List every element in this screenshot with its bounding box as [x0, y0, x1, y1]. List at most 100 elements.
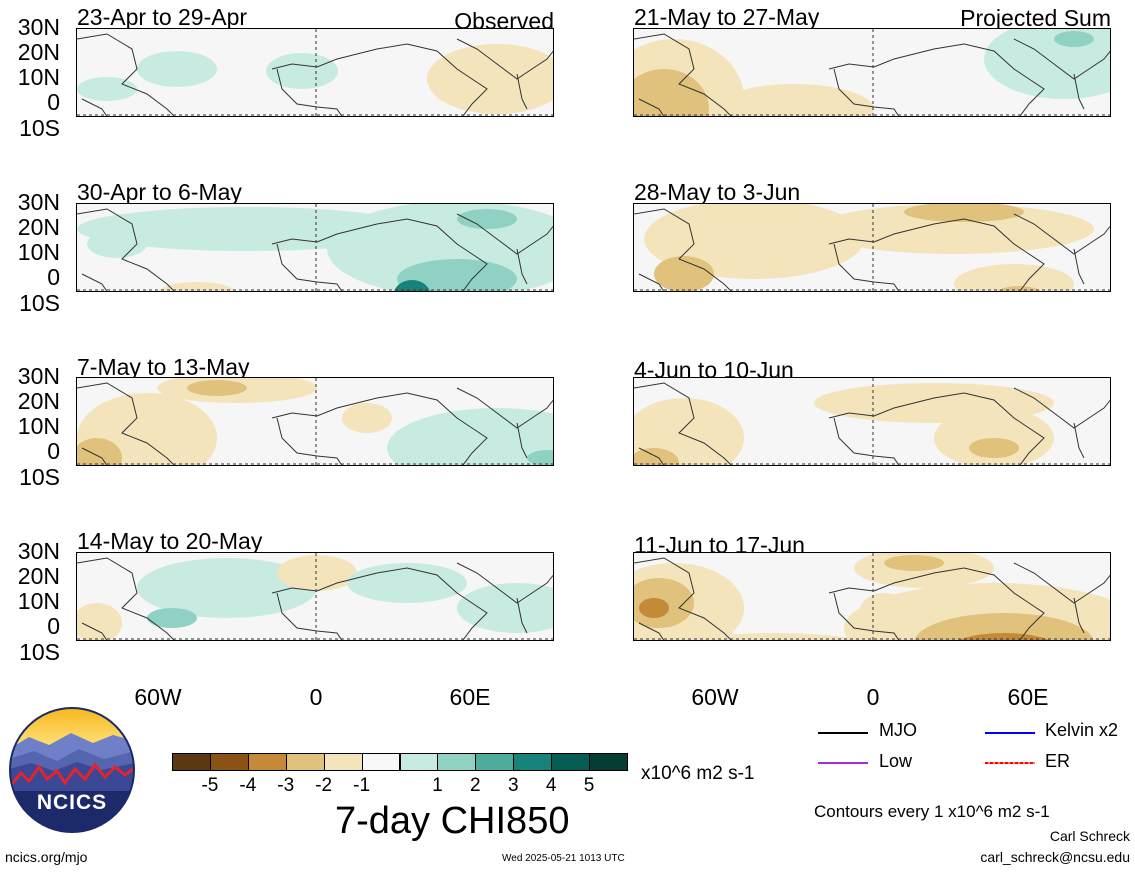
- coastline: [276, 592, 343, 640]
- lon-label-0-left: 0: [309, 684, 323, 710]
- field-shading: [158, 282, 236, 291]
- coastline: [516, 422, 528, 459]
- map-panel-proj-1: [633, 203, 1111, 292]
- field-shading: [654, 256, 714, 291]
- lat-label-row4-0: 30N: [17, 538, 60, 564]
- colorbar: [172, 753, 628, 771]
- lat-label-row2-1: 20N: [17, 214, 60, 240]
- coastline: [833, 243, 900, 291]
- coastline: [77, 33, 175, 116]
- panel-title-obs-1: 23-Apr to 29-Apr: [77, 4, 248, 30]
- lat-label-row2-0: 30N: [17, 189, 60, 215]
- map-panel-proj-2: [633, 377, 1111, 466]
- lat-label-row1-0: 30N: [17, 14, 60, 40]
- panel-title-obs-4: 14-May to 20-May: [77, 528, 263, 554]
- field-shading: [266, 53, 338, 89]
- coastline: [77, 208, 175, 291]
- panel-title-proj-1: 21-May to 27-May: [634, 4, 820, 30]
- author-name: Carl Schreck: [1049, 828, 1130, 844]
- field-shading: [394, 280, 430, 291]
- coastline: [638, 622, 665, 640]
- colorbar-swatch: [209, 753, 249, 771]
- field-shading: [77, 77, 137, 101]
- lat-label-row3-1: 20N: [17, 388, 60, 414]
- field-shading: [342, 403, 392, 433]
- colorbar-tick-label: -4: [239, 775, 257, 796]
- coastline: [516, 597, 528, 634]
- field-shading: [77, 438, 122, 465]
- colorbar-swatch: [361, 753, 401, 771]
- coastline: [833, 592, 900, 640]
- coastline: [634, 557, 732, 640]
- map-panel-proj-3: [633, 552, 1111, 641]
- coastline: [638, 447, 665, 465]
- coastline: [1073, 73, 1085, 110]
- site-link[interactable]: ncics.org/mjo: [5, 849, 88, 865]
- coastline: [828, 43, 1045, 116]
- field-shading: [969, 438, 1019, 458]
- coastline: [276, 243, 343, 291]
- colorbar-swatch: [437, 753, 477, 771]
- coastline: [1013, 213, 1110, 255]
- field-shading: [934, 408, 1054, 465]
- coastline: [516, 248, 528, 285]
- colorbar-swatch: [323, 753, 363, 771]
- legend-mjo-line: [818, 732, 868, 734]
- field-shading: [147, 608, 197, 628]
- colorbar-tick-label: 4: [545, 775, 557, 796]
- colorbar-swatch: [247, 753, 287, 771]
- legend-kelvin-label: Kelvin x2: [1045, 720, 1119, 740]
- lat-label-row4-1: 20N: [17, 563, 60, 589]
- coastline: [634, 33, 732, 116]
- colorbar-swatch: [399, 753, 439, 771]
- field-shading: [714, 84, 874, 116]
- contours-note: Contours every 1 x10^6 m2 s-1: [814, 802, 1050, 821]
- field-shading: [914, 613, 1094, 640]
- colorbar-swatch: [513, 753, 553, 771]
- coastline: [81, 622, 108, 640]
- author-email[interactable]: carl_schreck@ncsu.edu: [980, 849, 1130, 865]
- colorbar-tick-label: -1: [353, 775, 371, 796]
- colorbar-swatch: [475, 753, 515, 771]
- coastline: [456, 38, 553, 80]
- colorbar-swatch: [551, 753, 591, 771]
- legend-low-line: [818, 762, 868, 764]
- coastline: [77, 557, 175, 640]
- field-shading: [814, 204, 1094, 254]
- lon-label-60w-left: 60W: [134, 684, 182, 710]
- panel-title-obs-3: 7-May to 13-May: [77, 354, 250, 380]
- lat-label-row1-3: 0: [47, 89, 60, 115]
- lon-label-60e-left: 60E: [449, 684, 491, 710]
- coastline: [81, 447, 108, 465]
- logo-text: NCICS: [36, 791, 108, 814]
- ncics-logo: NCICS: [9, 707, 135, 833]
- legend-kelvin-line: [985, 732, 1035, 734]
- lat-label-row3-0: 30N: [17, 363, 60, 389]
- coastline: [833, 417, 900, 465]
- coastline: [828, 567, 1045, 640]
- legend-mjo-label: MJO: [879, 720, 917, 740]
- coastline: [1013, 562, 1110, 604]
- lat-label-row2-4: 10S: [19, 290, 60, 316]
- panel-title-proj-2: 28-May to 3-Jun: [634, 179, 801, 205]
- lat-label-row1-2: 10N: [17, 64, 60, 90]
- field-shading: [1054, 31, 1094, 47]
- field-shading: [634, 69, 709, 116]
- lat-label-row4-2: 10N: [17, 588, 60, 614]
- legend-er-label: ER: [1045, 751, 1071, 771]
- colorbar-units: x10^6 m2 s-1: [641, 763, 755, 784]
- coastline: [833, 68, 900, 116]
- coastline: [456, 387, 553, 429]
- panel-title-obs-2: 30-Apr to 6-May: [77, 179, 242, 205]
- colorbar-swatch: [589, 753, 628, 771]
- panel-tag-projected: Projected Sum: [960, 5, 1111, 31]
- lat-label-row3-2: 10N: [17, 413, 60, 439]
- field-shading: [689, 633, 859, 640]
- coastline: [271, 43, 488, 116]
- field-shading: [457, 583, 553, 633]
- field-shading: [427, 44, 553, 114]
- colorbar-tick-label: -2: [315, 775, 333, 796]
- lat-label-row3-3: 0: [47, 438, 60, 464]
- colorbar-tick-label: 1: [432, 775, 443, 796]
- lat-label-row1-4: 10S: [19, 115, 60, 141]
